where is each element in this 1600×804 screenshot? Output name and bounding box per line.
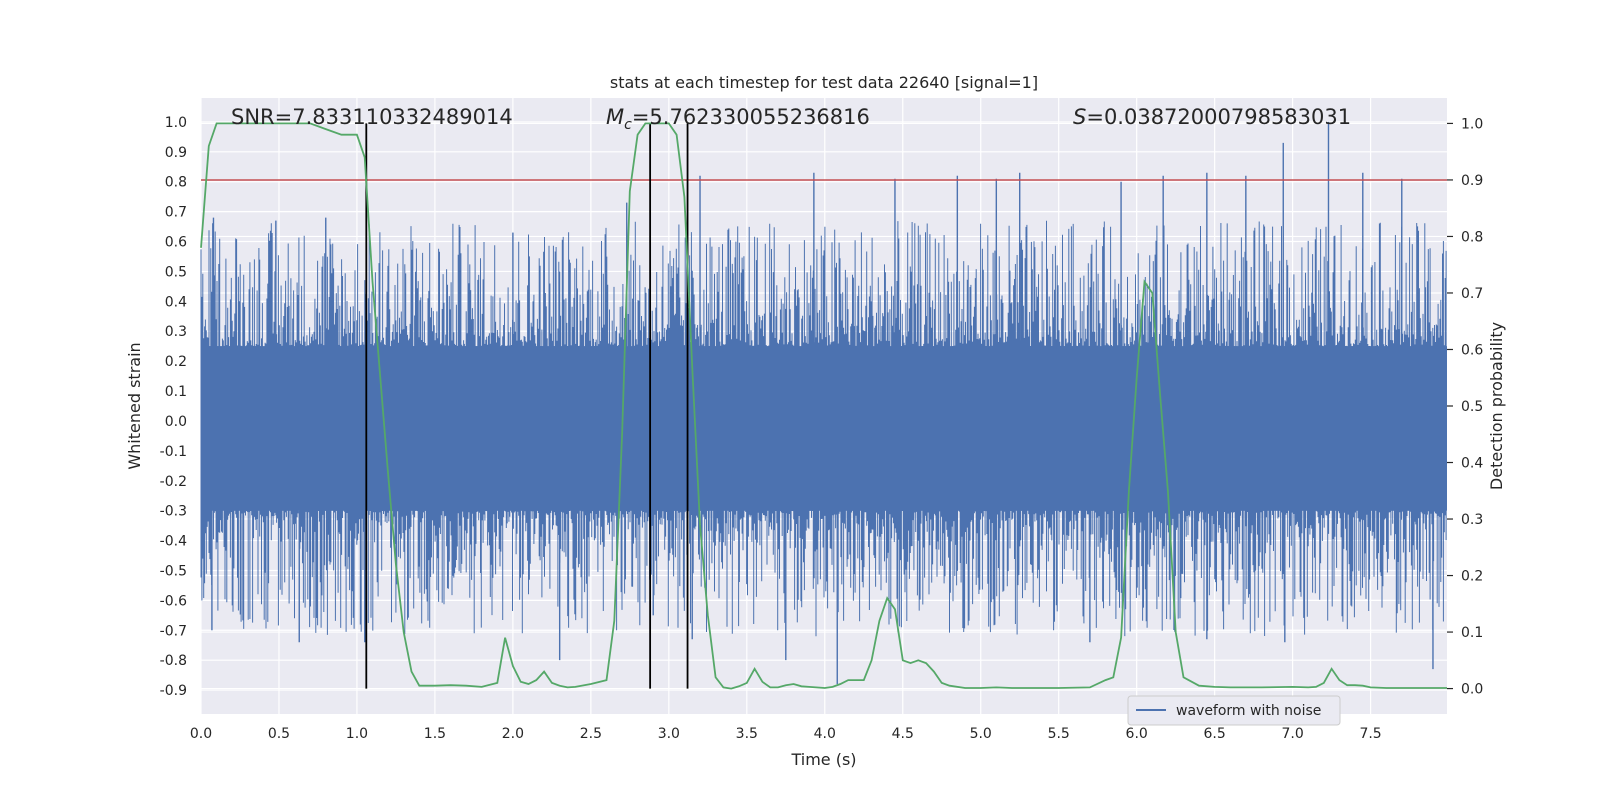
y-left-tick-label: -0.8 (160, 653, 187, 669)
x-tick-label: 3.5 (736, 726, 758, 742)
legend-box (1127, 695, 1341, 726)
x-tick-label: 3.0 (658, 726, 680, 742)
detection-probability-line (200, 122, 1447, 690)
x-tick-label: 5.0 (970, 726, 992, 742)
y-left-tick-label: 0.3 (165, 324, 187, 340)
y-left-tick-label: -0.9 (160, 683, 187, 699)
y-right-tick-label: 0.3 (1461, 512, 1483, 528)
x-tick-label: 1.5 (424, 726, 446, 742)
x-tick-label: 2.0 (502, 726, 524, 742)
snr-annotation: SNR=7.833110332489014 (231, 105, 513, 129)
y-right-tick-label: 0.4 (1461, 456, 1483, 472)
y-left-tick-label: 0.2 (165, 354, 187, 370)
y-left-tick-label: -0.2 (160, 474, 187, 490)
x-axis-label: Time (s) (790, 750, 856, 769)
legend: waveform with noise (1127, 695, 1341, 726)
mc-subscript: c (624, 117, 632, 133)
y-left-tick-label: 0.5 (165, 264, 187, 280)
y-left-tick-label: -0.1 (160, 444, 187, 460)
x-tick-label: 5.5 (1048, 726, 1070, 742)
mc-annotation: Mc=5.762330055236816 (606, 105, 870, 133)
y-right-tick-label: 0.9 (1461, 173, 1483, 189)
y-left-tick-label: -0.4 (160, 534, 187, 550)
y-right-tick-label: 0.8 (1461, 229, 1483, 245)
s-symbol: S (1073, 105, 1086, 129)
waveform-noise-series (200, 121, 1447, 685)
y-right-tick-label: 0.7 (1461, 286, 1483, 302)
y-left-tick-label: -0.3 (160, 504, 187, 520)
x-tick-label: 0.5 (268, 726, 290, 742)
y-left-tick-label: 0.1 (165, 384, 187, 400)
mc-symbol: M (606, 105, 624, 129)
y-left-tick-label: 0.7 (165, 205, 187, 221)
y-left-tick-label: -0.6 (160, 593, 187, 609)
mc-value: =5.762330055236816 (632, 105, 870, 129)
noise-spikes (200, 220, 1447, 637)
x-tick-label: 1.0 (346, 726, 368, 742)
x-tick-label: 0.0 (190, 726, 212, 742)
x-tick-label: 4.0 (814, 726, 836, 742)
y-right-tick-label: 1.0 (1461, 116, 1483, 132)
y-right-tick-label: 0.5 (1461, 399, 1483, 415)
y-axis-right-label: Detection probability (1487, 322, 1506, 490)
axis-ticks: 0.0 0.5 1.0 1.5 2.0 2.5 3.0 3.5 4.0 4.5 5.0 5.5 6.0 6… (160, 115, 1484, 742)
overlay-lines (200, 122, 1447, 690)
y-left-tick-label: 0.9 (165, 145, 187, 161)
y-left-tick-label: -0.7 (160, 623, 187, 639)
y-left-tick-label: -0.5 (160, 563, 187, 579)
legend-label: waveform with noise (1176, 703, 1321, 719)
x-tick-label: 6.5 (1204, 726, 1226, 742)
chart-title: stats at each timestep for test data 226… (610, 73, 1038, 92)
x-tick-label: 2.5 (580, 726, 602, 742)
y-left-tick-label: 0.4 (165, 294, 187, 310)
s-value: =0.03872000798583031 (1086, 105, 1351, 129)
y-right-tick-label: 0.0 (1461, 682, 1483, 698)
y-left-tick-label: 0.6 (165, 235, 187, 251)
x-tick-label: 7.0 (1281, 726, 1303, 742)
y-left-tick-label: 0.0 (165, 414, 187, 430)
y-left-tick-label: 1.0 (165, 115, 187, 131)
x-tick-label: 6.0 (1126, 726, 1148, 742)
x-tick-label: 4.5 (892, 726, 914, 742)
y-axis-left-label: Whitened strain (125, 342, 144, 469)
y-right-tick-label: 0.1 (1461, 625, 1483, 641)
y-left-tick-label: 0.8 (165, 175, 187, 191)
y-right-tick-label: 0.6 (1461, 342, 1483, 358)
y-right-tick-label: 0.2 (1461, 569, 1483, 585)
s-annotation: S=0.03872000798583031 (1073, 105, 1351, 129)
x-tick-label: 7.5 (1359, 726, 1381, 742)
